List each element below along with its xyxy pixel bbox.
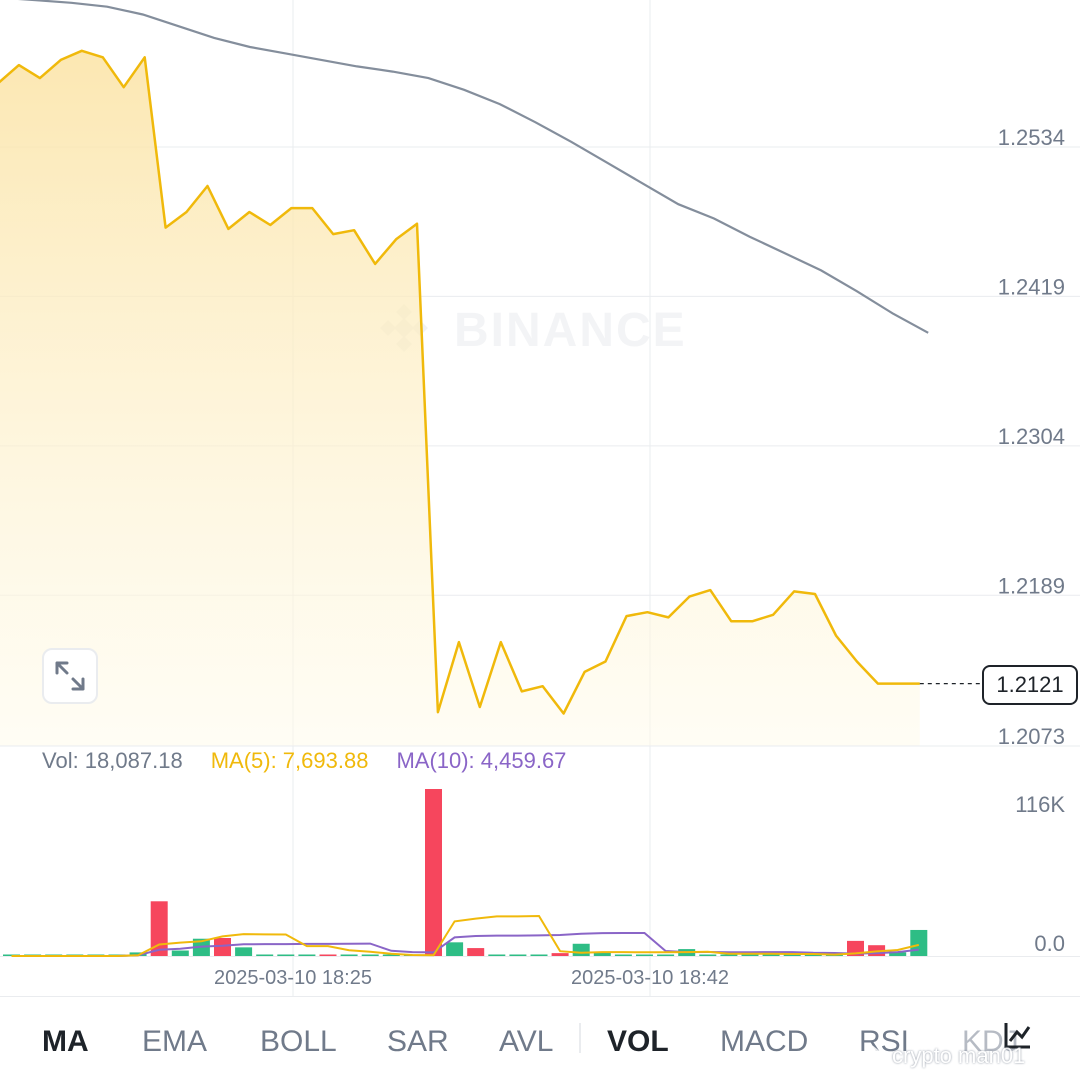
tab-ma[interactable]: MA — [42, 1025, 89, 1058]
tab-sar[interactable]: SAR — [387, 1025, 449, 1058]
volume-bar — [530, 954, 548, 956]
chart-settings-icon[interactable] — [1000, 1019, 1034, 1053]
time-axis-tick: 2025-03-10 18:25 — [214, 967, 372, 989]
tab-boll[interactable]: BOLL — [260, 1025, 337, 1058]
volume-bar — [298, 954, 316, 956]
diamond-logo-icon — [860, 1045, 886, 1067]
expand-arrows-icon — [55, 661, 85, 691]
volume-bar — [593, 951, 611, 956]
volume-bar — [150, 901, 168, 956]
tab-kdj[interactable]: KDJ — [962, 1025, 1019, 1058]
volume-bar — [720, 954, 738, 956]
tab-avl[interactable]: AVL — [499, 1025, 554, 1058]
volume-bar — [636, 954, 653, 956]
volume-ma10-line — [11, 932, 919, 957]
volume-bar — [467, 948, 485, 956]
price-line — [0, 49, 920, 715]
volume-bar — [235, 947, 253, 956]
price-axis-tick: 1.2534 — [998, 125, 1065, 150]
price-axis-tick: 1.2073 — [998, 724, 1065, 749]
price-axis-tick: 1.2419 — [998, 274, 1065, 299]
ma10-label: MA(10): 4,459.67 — [396, 748, 567, 773]
volume-bar — [446, 942, 464, 956]
volume-bar — [804, 954, 822, 956]
volume-chart: 116K 0.0 2025-03-10 18:25 2025-03-10 18:42 — [0, 745, 1080, 989]
expand-button[interactable] — [42, 648, 98, 704]
current-price-tag: 1.2121 — [982, 665, 1078, 705]
volume-ma5-line — [11, 914, 920, 957]
volume-bar — [551, 953, 569, 956]
volume-bar — [889, 952, 907, 956]
volume-bar — [572, 943, 590, 956]
volume-bar — [361, 954, 379, 956]
volume-legend: Vol: 18,087.18 MA(5): 7,693.88 MA(10): 4… — [42, 748, 566, 774]
chart-canvas[interactable]: BINANCE 116K 0.0 2025-03-10 18:25 2025-03-1… — [0, 0, 1080, 1000]
volume-bar — [657, 954, 675, 956]
volume-bar — [171, 950, 189, 956]
volume-bar — [214, 938, 231, 956]
watermark-text: BINANCE — [454, 304, 687, 357]
current-price-value: 1.2121 — [996, 672, 1064, 697]
volume-bar — [425, 789, 442, 956]
price-chart — [0, 0, 982, 746]
credit-watermark: crypto man01 — [860, 1043, 1025, 1069]
volume-bar — [762, 953, 780, 956]
volume-bar — [488, 954, 506, 956]
volume-bar — [382, 954, 400, 956]
credit-text: crypto man01 — [892, 1043, 1026, 1068]
tab-vol[interactable]: VOL — [607, 1025, 669, 1058]
volume-bar — [509, 954, 527, 956]
volume-bar — [277, 954, 295, 956]
price-area-fill — [0, 50, 920, 746]
volume-bar — [614, 954, 632, 956]
volume-label: Vol: 18,087.18 — [42, 748, 183, 773]
volume-axis-tick: 116K — [1015, 792, 1065, 817]
volume-bar — [256, 954, 274, 956]
volume-bar — [783, 954, 801, 956]
tab-separator — [579, 1023, 581, 1053]
volume-bar — [910, 929, 928, 956]
price-axis-tick: 1.2189 — [998, 573, 1065, 598]
watermark: BINANCE — [380, 304, 687, 357]
time-axis-tick: 2025-03-10 18:42 — [571, 967, 729, 989]
tab-macd[interactable]: MACD — [720, 1025, 809, 1058]
volume-bar — [741, 954, 759, 956]
indicator-tabs: MA EMA BOLL SAR AVL VOL MACD RSI KDJ — [0, 996, 1080, 1081]
volume-bar — [319, 954, 337, 956]
tab-ema[interactable]: EMA — [142, 1025, 208, 1058]
volume-axis-tick: 0.0 — [1034, 931, 1065, 956]
volume-bar — [340, 954, 358, 956]
price-axis-tick: 1.2304 — [998, 424, 1065, 449]
price-axis: 1.2534 1.2419 1.2304 1.2189 1.2073 — [998, 125, 1065, 749]
moving-average-line — [17, 0, 929, 334]
ma5-label: MA(5): 7,693.88 — [210, 748, 369, 773]
volume-bar — [699, 954, 717, 956]
